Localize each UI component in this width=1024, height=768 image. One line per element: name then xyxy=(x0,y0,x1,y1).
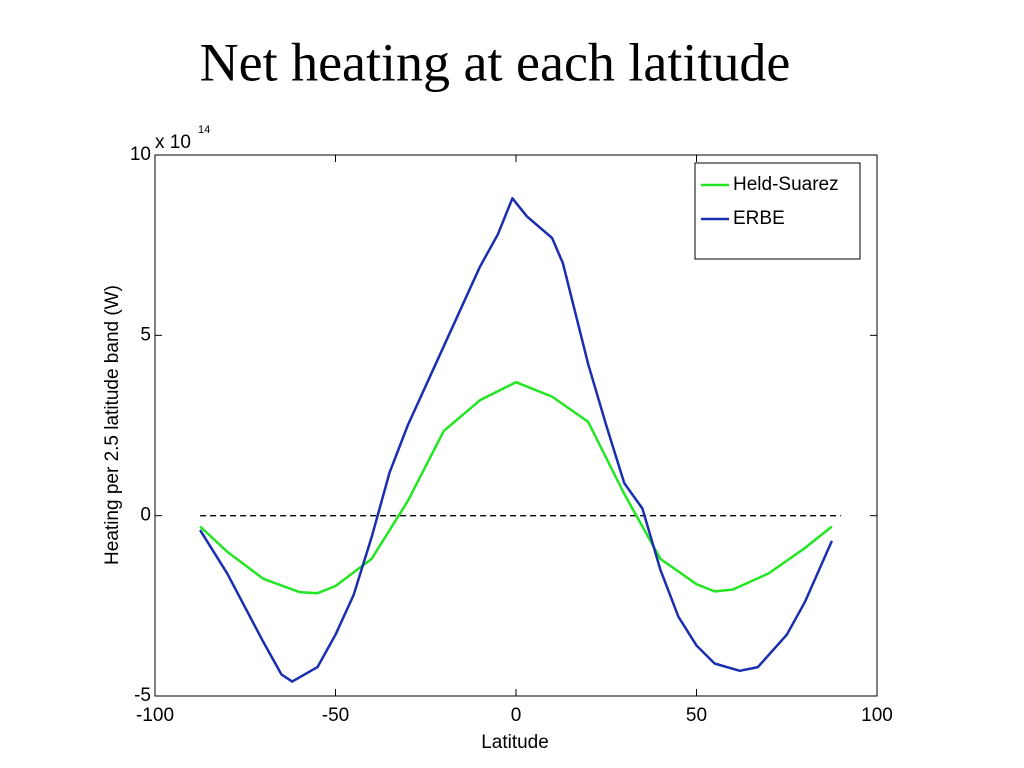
y-multiplier-exponent: 14 xyxy=(198,124,210,136)
x-tick-label: 50 xyxy=(686,705,707,726)
y-tick-label: 5 xyxy=(140,324,151,345)
x-axis-label: Latitude xyxy=(481,732,549,753)
x-tick-label: 0 xyxy=(511,705,522,726)
legend-box xyxy=(694,162,861,260)
legend-label: ERBE xyxy=(733,208,785,229)
y-multiplier: x 10 xyxy=(155,132,191,153)
y-tick-label: 10 xyxy=(130,144,151,165)
y-tick-label: 0 xyxy=(140,505,151,526)
x-tick-label: -100 xyxy=(136,705,174,726)
y-tick-label: -5 xyxy=(134,685,151,706)
series-line xyxy=(199,197,834,683)
x-tick-label: 100 xyxy=(861,705,893,726)
x-tick-label: -50 xyxy=(322,705,349,726)
y-axis-label: Heating per 2.5 latitude band (W) xyxy=(102,285,123,565)
series-line xyxy=(199,380,833,595)
legend-label: Held-Suarez xyxy=(733,174,839,195)
chart-title: Net heating at each latitude xyxy=(200,32,791,92)
